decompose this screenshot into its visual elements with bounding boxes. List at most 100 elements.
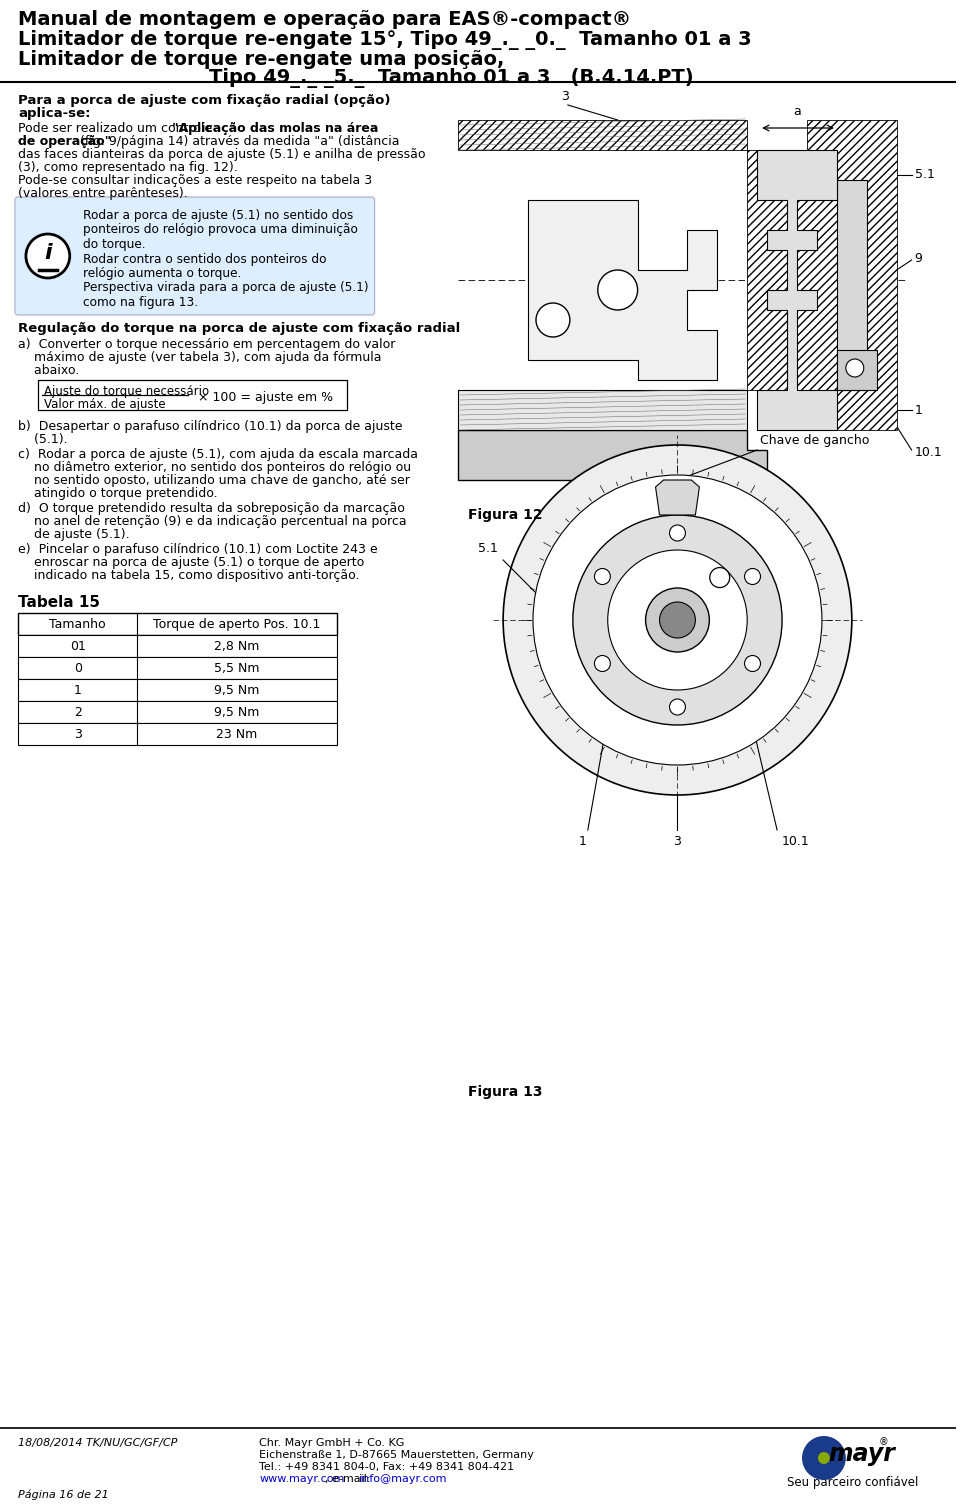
Text: do torque.: do torque.: [83, 239, 145, 251]
Text: Tamanho: Tamanho: [49, 618, 106, 632]
Polygon shape: [528, 199, 717, 379]
Circle shape: [818, 1452, 829, 1464]
Text: Manual de montagem e operação para EAS®-compact®: Manual de montagem e operação para EAS®-…: [18, 11, 631, 29]
Text: relógio aumenta o torque.: relógio aumenta o torque.: [83, 267, 241, 280]
Text: i: i: [44, 243, 52, 263]
Polygon shape: [458, 119, 897, 431]
Circle shape: [594, 568, 611, 585]
Polygon shape: [837, 351, 876, 390]
Text: 18/08/2014 TK/NU/GC/GF/CP: 18/08/2014 TK/NU/GC/GF/CP: [18, 1438, 178, 1448]
Text: , e-mail:: , e-mail:: [324, 1475, 373, 1484]
Text: (fig. 9/página 14) através da medida "a" (distância: (fig. 9/página 14) através da medida "a"…: [76, 134, 399, 148]
Bar: [18, 613, 337, 635]
Text: a: a: [793, 104, 801, 118]
Circle shape: [709, 568, 730, 588]
Circle shape: [536, 304, 570, 337]
Text: Ajuste do torque necessário: Ajuste do torque necessário: [44, 385, 209, 397]
Text: Limitador de torque re-engate uma posição,: Limitador de torque re-engate uma posiçã…: [18, 50, 504, 70]
Text: Figura 12: Figura 12: [468, 508, 542, 521]
Text: (valores entre parênteses).: (valores entre parênteses).: [18, 187, 188, 199]
Circle shape: [810, 1445, 838, 1472]
Text: Limitador de torque re-engate 15°, Tipo 49_._ _0._  Tamanho 01 a 3: Limitador de torque re-engate 15°, Tipo …: [18, 30, 752, 50]
Text: 3: 3: [561, 91, 569, 103]
Text: × 100 = ajuste em %: × 100 = ajuste em %: [199, 391, 333, 403]
Text: Tipo 49_._ _5._  Tamanho 01 a 3   (B.4.14.PT): Tipo 49_._ _5._ Tamanho 01 a 3 (B.4.14.P…: [209, 68, 694, 88]
Text: Chr. Mayr GmbH + Co. KG: Chr. Mayr GmbH + Co. KG: [259, 1438, 404, 1448]
Text: de operação": de operação": [18, 134, 111, 148]
Text: 9,5 Nm: 9,5 Nm: [214, 684, 260, 697]
Text: c)  Rodar a porca de ajuste (5.1), com ajuda da escala marcada: c) Rodar a porca de ajuste (5.1), com aj…: [18, 447, 418, 461]
Text: e)  Pincelar o parafuso cilíndrico (10.1) com Loctite 243 e: e) Pincelar o parafuso cilíndrico (10.1)…: [18, 542, 377, 556]
Text: Pode ser realizado um controle: Pode ser realizado um controle: [18, 122, 216, 134]
Text: 10.1: 10.1: [782, 836, 810, 848]
Circle shape: [669, 524, 685, 541]
Circle shape: [598, 270, 637, 310]
Text: 3: 3: [74, 728, 82, 740]
Polygon shape: [458, 390, 747, 431]
Text: b)  Desapertar o parafuso cilíndrico (10.1) da porca de ajuste: b) Desapertar o parafuso cilíndrico (10.…: [18, 420, 402, 434]
Text: no sentido oposto, utilizando uma chave de gancho, até ser: no sentido oposto, utilizando uma chave …: [18, 474, 410, 487]
Text: Tabela 15: Tabela 15: [18, 595, 100, 610]
Text: 9: 9: [915, 251, 923, 264]
Circle shape: [660, 601, 695, 638]
Text: no anel de retenção (9) e da indicação percentual na porca: no anel de retenção (9) e da indicação p…: [18, 515, 406, 527]
Text: 10.1: 10.1: [915, 446, 943, 458]
Text: info@mayr.com: info@mayr.com: [359, 1475, 446, 1484]
Circle shape: [745, 656, 760, 671]
Text: Chave de gancho: Chave de gancho: [760, 434, 870, 447]
Text: d)  O torque pretendido resulta da sobreposição da marcação: d) O torque pretendido resulta da sobrep…: [18, 502, 405, 515]
Bar: [18, 635, 337, 657]
Circle shape: [503, 446, 852, 795]
Text: Torque de aperto Pos. 10.1: Torque de aperto Pos. 10.1: [154, 618, 321, 632]
Circle shape: [608, 550, 747, 691]
Text: a)  Converter o torque necessário em percentagem do valor: a) Converter o torque necessário em perc…: [18, 338, 396, 351]
Polygon shape: [458, 431, 767, 480]
Text: 2: 2: [74, 706, 82, 719]
Text: (5.1).: (5.1).: [18, 434, 67, 446]
Circle shape: [802, 1435, 846, 1479]
Text: 1: 1: [579, 836, 587, 848]
Text: 1: 1: [915, 403, 923, 417]
Text: das faces dianteiras da porca de ajuste (5.1) e anilha de pressão: das faces dianteiras da porca de ajuste …: [18, 148, 425, 162]
Circle shape: [26, 234, 70, 278]
Text: 9,5 Nm: 9,5 Nm: [214, 706, 260, 719]
Text: 01: 01: [70, 641, 85, 653]
Bar: [18, 722, 337, 745]
Text: 3: 3: [674, 836, 682, 848]
Polygon shape: [837, 180, 867, 390]
Text: Valor máx. de ajuste: Valor máx. de ajuste: [44, 397, 165, 411]
Text: "Aplicação das molas na área: "Aplicação das molas na área: [173, 122, 379, 134]
Text: ®: ®: [878, 1437, 889, 1448]
Text: Rodar contra o sentido dos ponteiros do: Rodar contra o sentido dos ponteiros do: [83, 252, 326, 266]
Bar: [18, 678, 337, 701]
Text: Para a porca de ajuste com fixação radial (opção): Para a porca de ajuste com fixação radia…: [18, 94, 391, 107]
Circle shape: [669, 700, 685, 715]
Polygon shape: [757, 150, 837, 431]
Text: 1: 1: [74, 684, 82, 697]
Text: Perspectiva virada para a porca de ajuste (5.1): Perspectiva virada para a porca de ajust…: [83, 281, 369, 295]
Circle shape: [745, 568, 760, 585]
Text: de ajuste (5.1).: de ajuste (5.1).: [18, 527, 130, 541]
Text: abaixo.: abaixo.: [18, 364, 79, 378]
Text: atingido o torque pretendido.: atingido o torque pretendido.: [18, 487, 218, 500]
Text: ponteiros do relógio provoca uma diminuição: ponteiros do relógio provoca uma diminui…: [83, 224, 357, 237]
Circle shape: [813, 1448, 835, 1469]
Text: Pode-se consultar indicações a este respeito na tabela 3: Pode-se consultar indicações a este resp…: [18, 174, 372, 187]
Text: 5,5 Nm: 5,5 Nm: [214, 662, 260, 675]
Circle shape: [573, 515, 782, 725]
Text: indicado na tabela 15, como dispositivo anti-torção.: indicado na tabela 15, como dispositivo …: [18, 570, 359, 582]
Text: aplica-se:: aplica-se:: [18, 107, 90, 119]
Text: Seu parceiro confiável: Seu parceiro confiável: [787, 1476, 919, 1488]
Text: enroscar na porca de ajuste (5.1) o torque de aperto: enroscar na porca de ajuste (5.1) o torq…: [18, 556, 364, 570]
Text: como na figura 13.: como na figura 13.: [83, 296, 198, 310]
FancyBboxPatch shape: [15, 196, 374, 314]
Circle shape: [846, 360, 864, 378]
Text: Página 16 de 21: Página 16 de 21: [18, 1490, 108, 1500]
Circle shape: [645, 588, 709, 653]
Text: 0: 0: [74, 662, 82, 675]
Text: (3), como representado na fig. 12).: (3), como representado na fig. 12).: [18, 162, 238, 174]
Bar: [18, 657, 337, 678]
Text: 2,8 Nm: 2,8 Nm: [214, 641, 260, 653]
Text: mayr: mayr: [828, 1441, 896, 1466]
Text: no diâmetro exterior, no sentido dos ponteiros do relógio ou: no diâmetro exterior, no sentido dos pon…: [18, 461, 411, 474]
